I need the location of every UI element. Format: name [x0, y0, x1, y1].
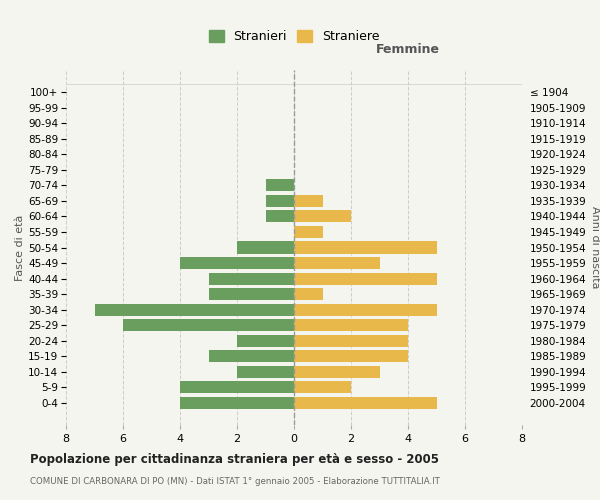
Bar — [294, 350, 408, 362]
Bar — [209, 288, 294, 300]
Text: COMUNE DI CARBONARA DI PO (MN) - Dati ISTAT 1° gennaio 2005 - Elaborazione TUTTI: COMUNE DI CARBONARA DI PO (MN) - Dati IS… — [30, 478, 440, 486]
Bar — [294, 195, 323, 207]
Bar — [265, 210, 294, 222]
Bar — [265, 180, 294, 192]
Bar — [237, 242, 294, 254]
Bar — [237, 334, 294, 346]
Text: Femmine: Femmine — [376, 43, 440, 56]
Bar — [294, 226, 323, 238]
Bar — [265, 195, 294, 207]
Bar — [180, 381, 294, 394]
Bar — [294, 210, 351, 222]
Bar — [294, 242, 437, 254]
Bar — [180, 257, 294, 269]
Bar — [294, 319, 408, 331]
Bar — [95, 304, 294, 316]
Bar — [294, 288, 323, 300]
Y-axis label: Fasce di età: Fasce di età — [16, 214, 25, 280]
Y-axis label: Anni di nascita: Anni di nascita — [590, 206, 600, 289]
Bar — [237, 366, 294, 378]
Bar — [209, 272, 294, 284]
Bar — [294, 272, 437, 284]
Bar — [294, 304, 437, 316]
Bar — [294, 381, 351, 394]
Legend: Stranieri, Straniere: Stranieri, Straniere — [205, 26, 383, 47]
Bar — [294, 257, 380, 269]
Bar — [209, 350, 294, 362]
Bar — [180, 396, 294, 409]
Bar — [294, 396, 437, 409]
Bar — [294, 334, 408, 346]
Text: Popolazione per cittadinanza straniera per età e sesso - 2005: Popolazione per cittadinanza straniera p… — [30, 452, 439, 466]
Bar — [123, 319, 294, 331]
Bar — [294, 366, 380, 378]
